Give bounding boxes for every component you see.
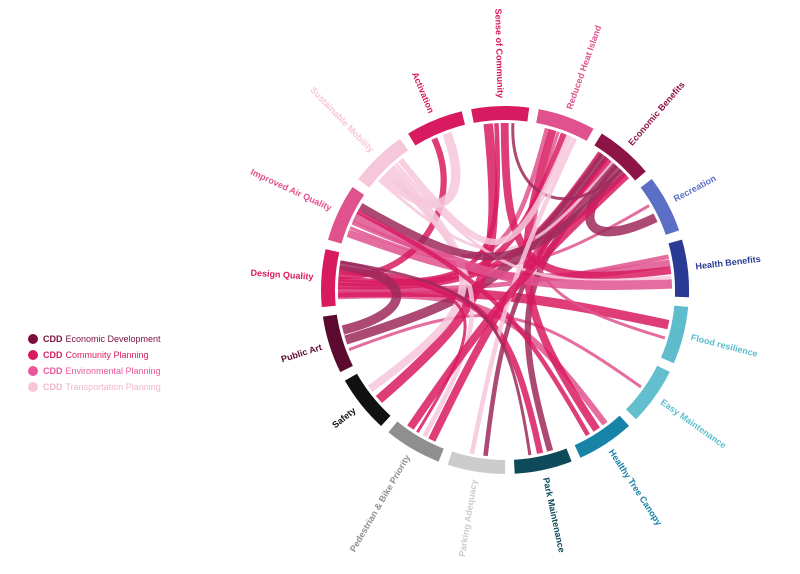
legend-dot (28, 366, 38, 376)
arc-improved-air-quality (328, 187, 365, 244)
label-sustainable-mobility: Sustainable Mobility (308, 85, 376, 155)
label-park-maintenance: Park Maintenance (541, 477, 567, 554)
arc-activation (408, 111, 465, 146)
arc-design-quality (321, 249, 340, 308)
label-economic-benefits: Economic Benefits (626, 80, 687, 148)
arc-healthy-tree-canopy (574, 415, 629, 458)
arc-safety (344, 373, 391, 426)
arc-pedestrian-and-bike-priority (388, 421, 444, 462)
legend-item-economic-development: CDD Economic Development (28, 331, 161, 347)
label-safety: Safety (330, 405, 357, 430)
ribbon-improved-air-quality-to-healthy-tree-canopy (356, 209, 590, 437)
arc-economic-benefits (594, 133, 646, 181)
label-reduced-heat-island: Reduced Heat Island (564, 24, 603, 111)
ribbon-improved-air-quality-to-economic-benefits (358, 169, 627, 261)
label-easy-maintenance: Easy Maintenance (659, 397, 728, 450)
legend-dot (28, 382, 38, 392)
label-pedestrian-and-bike-priority: Pedestrian & Bike Priority (348, 453, 412, 554)
ribbon-sense-of-community-to-health-benefits (500, 122, 672, 280)
arc-easy-maintenance (626, 365, 670, 420)
ribbon-activation-to-sustainable-mobility (379, 131, 461, 209)
label-improved-air-quality: Improved Air Quality (249, 167, 333, 213)
arc-sense-of-community (471, 106, 530, 123)
legend-prefix: CDD (43, 350, 63, 360)
label-flood-resilience: Flood resilience (690, 332, 759, 359)
ribbon-park-maintenance-to-design-quality (340, 260, 532, 456)
label-activation: Activation (410, 71, 436, 115)
legend-label: Community Planning (65, 350, 149, 360)
label-health-benefits: Health Benefits (695, 254, 761, 272)
legend-dot (28, 334, 38, 344)
arc-health-benefits (668, 239, 690, 298)
legend-dot (28, 350, 38, 360)
arc-public-art (322, 314, 353, 373)
legend-item-transportation-planning: CDD Transportation Planning (28, 379, 161, 395)
legend-label: Transportation Planning (65, 382, 161, 392)
ribbon-sustainable-mobility-to-safety (367, 164, 467, 392)
legend-prefix: CDD (43, 382, 63, 392)
arc-parking-adequacy (447, 451, 506, 474)
ribbon-sustainable-mobility-to-pedestrian-and-bike-priority (385, 170, 475, 438)
ribbon-pedestrian-and-bike-priority-to-economic-benefits (407, 172, 630, 430)
arc-flood-resilience (661, 305, 689, 364)
label-recreation: Recreation (672, 173, 718, 204)
label-sense-of-community: Sense of Community (493, 8, 505, 98)
legend-prefix: CDD (43, 366, 63, 376)
ribbon-sense-of-community-to-safety (375, 123, 498, 404)
ribbon-sustainable-mobility-to-health-benefits (394, 162, 672, 282)
arc-reduced-heat-island (536, 109, 594, 141)
legend-label: Environmental Planning (65, 366, 161, 376)
label-design-quality: Design Quality (250, 268, 314, 282)
legend-item-environmental-planning: CDD Environmental Planning (28, 363, 161, 379)
legend-label: Economic Development (65, 334, 161, 344)
label-parking-adequacy: Parking Adequacy (457, 479, 479, 558)
legend-prefix: CDD (43, 334, 63, 344)
label-healthy-tree-canopy: Healthy Tree Canopy (607, 447, 664, 527)
ribbon-public-art-to-design-quality (339, 260, 402, 335)
ribbon-improved-air-quality-to-health-benefits (352, 212, 673, 290)
ribbon-sustainable-mobility-to-reduced-heat-island (397, 134, 573, 245)
ribbon-reduced-heat-island-to-healthy-tree-canopy (523, 128, 600, 432)
ribbon-layer (337, 122, 673, 457)
legend: CDD Economic Development CDD Community P… (28, 331, 161, 395)
ribbon-sense-of-community-to-economic-benefits (511, 123, 623, 201)
arc-sustainable-mobility (358, 138, 408, 188)
label-public-art: Public Art (280, 342, 323, 364)
legend-item-community-planning: CDD Community Planning (28, 347, 161, 363)
arc-layer (321, 106, 690, 474)
arc-park-maintenance (514, 448, 572, 474)
arc-recreation (640, 179, 680, 235)
